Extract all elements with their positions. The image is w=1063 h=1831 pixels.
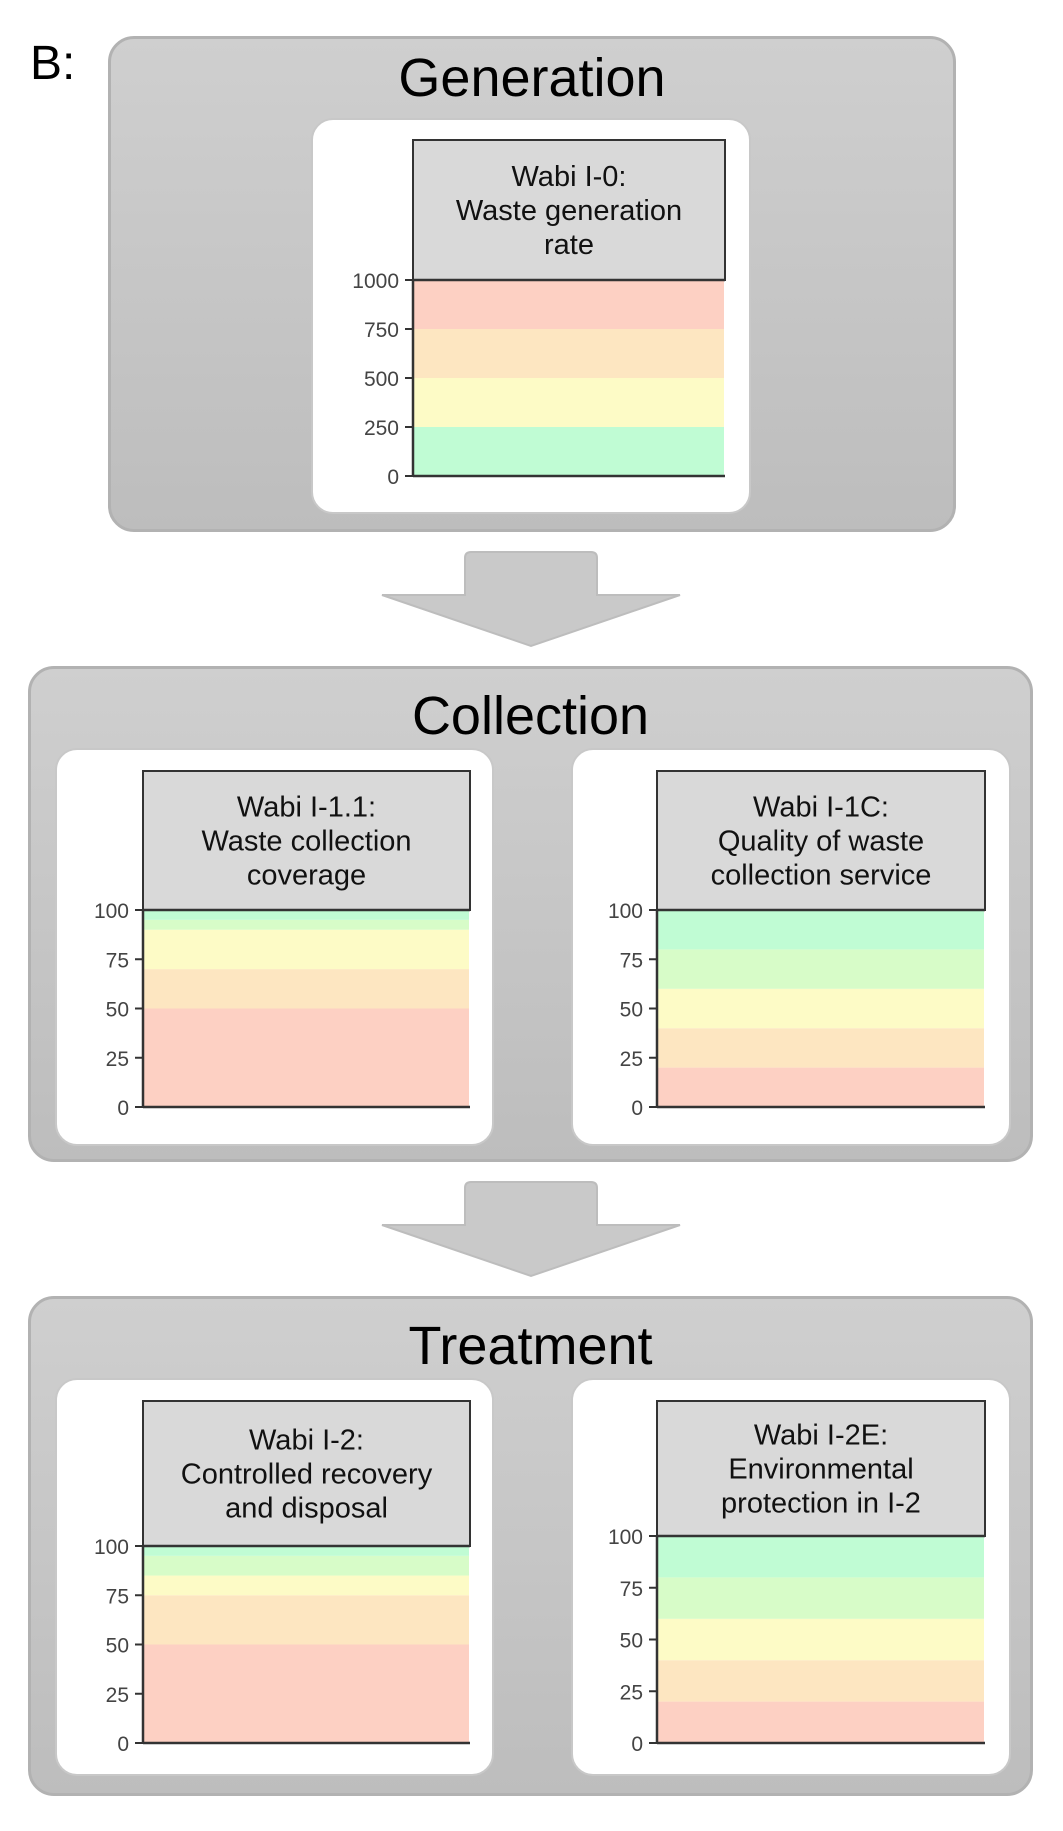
stage-collection: Collection Wabi I-1.1: Waste collection co… xyxy=(28,666,1033,1162)
chart-band xyxy=(144,1555,469,1576)
stage-title: Collection xyxy=(411,686,650,746)
chart-band xyxy=(414,329,724,378)
chart-header xyxy=(142,1400,471,1547)
chart-band xyxy=(144,969,469,1009)
y-tick-label: 100 xyxy=(608,1526,643,1549)
chart-title-line: Environmental xyxy=(728,1454,913,1486)
chart-band xyxy=(144,1644,469,1743)
chart-band xyxy=(144,1575,469,1596)
indicator-card: Wabi I-0: Waste generation rate 0 250 500 750 1… xyxy=(311,118,751,514)
y-tick-label: 25 xyxy=(620,1048,643,1071)
chart-band xyxy=(658,1660,984,1702)
chart-band xyxy=(658,988,984,1029)
chart-band xyxy=(414,280,724,329)
stage-title: Treatment xyxy=(408,1316,653,1376)
chart-title-line: rate xyxy=(544,229,594,261)
chart-title-line: coverage xyxy=(247,860,366,892)
y-tick-label: 50 xyxy=(620,999,643,1022)
indicator-card: Wabi I-1.1: Waste collection coverage 0 25 50… xyxy=(55,748,494,1146)
indicator-card: Wabi I-2: Controlled recovery and disposal… xyxy=(55,1378,494,1776)
chart-band xyxy=(144,1546,469,1556)
chart-title-line: protection in I-2 xyxy=(721,1488,921,1520)
y-tick-label: 250 xyxy=(364,417,399,440)
chart-band xyxy=(144,910,469,920)
y-tick-label: 75 xyxy=(620,949,643,972)
chart-band xyxy=(658,1028,984,1068)
y-tick-label: 75 xyxy=(106,949,129,972)
stage-treatment: Treatment Wabi I-2: Controlled recovery an… xyxy=(28,1296,1033,1796)
chart-header xyxy=(142,770,471,911)
arrow-down-icon xyxy=(381,1181,681,1278)
chart-band xyxy=(658,910,984,950)
y-tick-label: 100 xyxy=(94,1536,129,1559)
y-tick-label: 25 xyxy=(106,1048,129,1071)
chart-band xyxy=(658,1536,984,1578)
chart-band xyxy=(144,929,469,970)
chart-title-line: collection service xyxy=(711,860,932,892)
y-tick-label: 100 xyxy=(608,900,643,923)
chart-header xyxy=(412,139,726,281)
chart-header xyxy=(656,1400,986,1537)
chart-band xyxy=(658,1577,984,1619)
y-tick-label: 0 xyxy=(387,466,399,489)
chart-title-line: Wabi I-0: xyxy=(512,161,627,193)
chart-band xyxy=(658,1701,984,1743)
y-tick-label: 50 xyxy=(620,1630,643,1653)
y-tick-label: 0 xyxy=(631,1733,643,1756)
chart-band xyxy=(658,1618,984,1661)
y-tick-label: 50 xyxy=(106,999,129,1022)
indicator-card: Wabi I-1C: Quality of waste collection ser… xyxy=(571,748,1011,1146)
chart-title-line: Quality of waste xyxy=(718,826,924,858)
panel-label: B: xyxy=(30,37,76,90)
stage-generation: Generation Wabi I-0: Waste generation rate… xyxy=(108,36,956,532)
chart-title-line: Wabi I-1C: xyxy=(753,792,889,824)
chart-band xyxy=(658,949,984,989)
chart-band xyxy=(414,378,724,427)
chart-title-line: Wabi I-2E: xyxy=(754,1420,888,1452)
y-tick-label: 50 xyxy=(106,1635,129,1658)
chart-band xyxy=(144,1008,469,1107)
y-tick-label: 75 xyxy=(106,1585,129,1608)
chart-title-line: Wabi I-2: xyxy=(249,1425,364,1457)
indicator-card: Wabi I-2E: Environmental protection in I-2… xyxy=(571,1378,1011,1776)
chart-title-line: Waste generation xyxy=(456,195,682,227)
y-tick-label: 0 xyxy=(117,1097,129,1120)
y-tick-label: 500 xyxy=(364,368,399,391)
chart-band xyxy=(658,1067,984,1107)
y-tick-label: 1000 xyxy=(352,270,399,293)
y-tick-label: 75 xyxy=(620,1578,643,1601)
y-tick-label: 0 xyxy=(117,1733,129,1756)
stage-title: Generation xyxy=(398,48,666,108)
chart-title-line: and disposal xyxy=(225,1493,388,1525)
chart-band xyxy=(144,1595,469,1645)
y-tick-label: 25 xyxy=(106,1684,129,1707)
chart-band xyxy=(414,427,724,476)
chart-band xyxy=(144,919,469,930)
chart-title-line: Waste collection xyxy=(201,826,411,858)
chart-title-line: Wabi I-1.1: xyxy=(237,792,376,824)
y-tick-label: 25 xyxy=(620,1681,643,1704)
y-tick-label: 750 xyxy=(364,319,399,342)
y-tick-label: 0 xyxy=(631,1097,643,1120)
y-tick-label: 100 xyxy=(94,900,129,923)
chart-title-line: Controlled recovery xyxy=(181,1459,433,1491)
arrow-down-icon xyxy=(381,551,681,648)
